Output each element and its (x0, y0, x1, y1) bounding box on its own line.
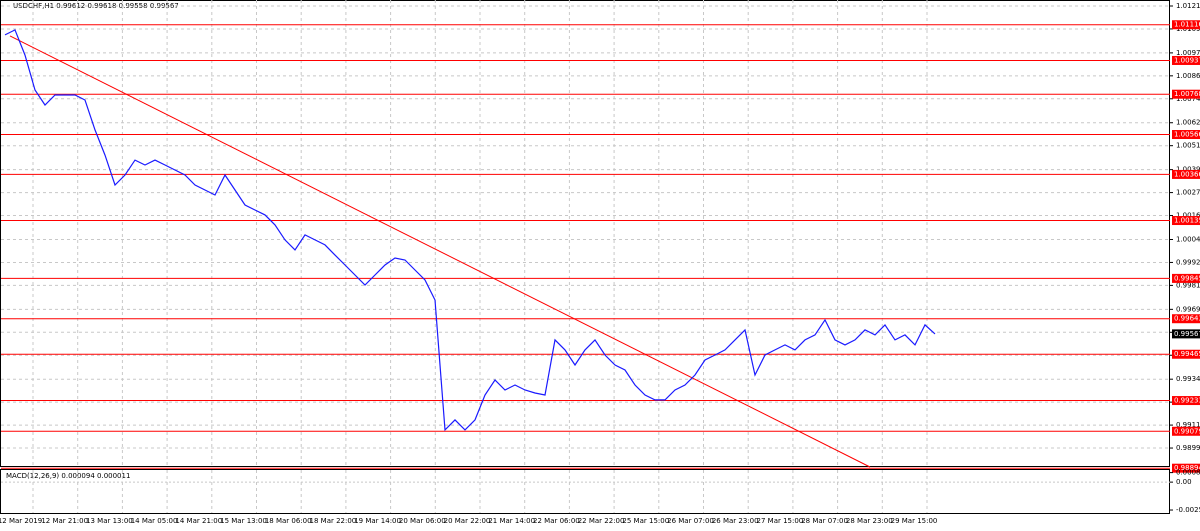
macd-title: MACD(12,26,9) 0.000094 0.000011 (6, 472, 130, 480)
y-tick-label: 1.00390 (1176, 166, 1200, 174)
level-box (1172, 396, 1200, 406)
level-box (1172, 349, 1200, 359)
x-tick-label: 15 Mar 13:00 (220, 517, 267, 525)
level-box (1172, 20, 1200, 30)
x-tick-label: 25 Mar 15:00 (622, 517, 669, 525)
macd-tick-label: 0.000864 (1176, 469, 1200, 477)
level-label: 1.00768 (1174, 90, 1200, 98)
x-tick-label: 28 Mar 23:00 (846, 517, 893, 525)
x-tick-label: 14 Mar 05:00 (131, 517, 178, 525)
price-line (4, 29, 936, 432)
main-panel (0, 0, 1170, 467)
y-tick-label: 1.00745 (1176, 95, 1200, 103)
level-label: 0.99465 (1174, 350, 1200, 358)
x-tick-label: 29 Mar 15:00 (891, 517, 938, 525)
y-tick-label: 1.00975 (1176, 49, 1200, 57)
x-tick-label: 20 Mar 06:00 (399, 517, 446, 525)
y-tick-label: 0.98995 (1176, 444, 1200, 452)
x-tick-label: 18 Mar 22:00 (310, 517, 357, 525)
level-label: 0.99233 (1174, 397, 1200, 405)
level-box (1172, 216, 1200, 226)
x-tick-label: 27 Mar 15:00 (757, 517, 804, 525)
y-tick-label: 1.01210 (1176, 2, 1200, 10)
level-box (1172, 169, 1200, 179)
current-price-label: 0.99567 (1174, 330, 1200, 338)
level-label: 1.01116 (1174, 21, 1200, 29)
level-box (1172, 273, 1200, 283)
macd-panel (0, 469, 1170, 514)
level-box (1172, 130, 1200, 140)
x-tick-label: 18 Mar 06:00 (265, 517, 312, 525)
level-label: 1.00366 (1174, 170, 1200, 178)
x-tick-label: 19 Mar 14:00 (354, 517, 401, 525)
x-tick-label: 22 Mar 06:00 (533, 517, 580, 525)
y-tick-label: 0.99925 (1176, 258, 1200, 266)
x-tick-label: 14 Mar 21:00 (175, 517, 222, 525)
level-label: 1.00566 (1174, 131, 1200, 139)
level-box (1172, 55, 1200, 65)
x-tick-label: 22 Mar 22:00 (578, 517, 625, 525)
level-label: 0.99079 (1174, 427, 1200, 435)
x-tick-label: 20 Mar 22:00 (444, 517, 491, 525)
chart-title: USDCHF,H1 0.99612 0.99618 0.99558 0.9956… (13, 2, 179, 10)
x-tick-label: 26 Mar 23:00 (712, 517, 759, 525)
y-tick-label: 1.00160 (1176, 212, 1200, 220)
y-tick-label: 1.00860 (1176, 72, 1200, 80)
level-box (1172, 89, 1200, 99)
level-box (1172, 463, 1200, 473)
y-tick-label: 1.00510 (1176, 142, 1200, 150)
x-tick-label: 21 Mar 14:00 (488, 517, 535, 525)
x-tick-label: 12 Mar 2019 (0, 517, 42, 525)
level-label: 1.00135 (1174, 217, 1200, 225)
level-label: 0.99845 (1174, 274, 1200, 282)
y-tick-label: 1.00275 (1176, 189, 1200, 197)
y-tick-label: 1.00625 (1176, 119, 1200, 127)
x-tick-label: 13 Mar 13:00 (86, 517, 133, 525)
x-tick-label: 12 Mar 21:00 (41, 517, 88, 525)
level-label: 0.99643 (1174, 315, 1200, 323)
current-price-box (1172, 329, 1200, 339)
trendline (9, 35, 871, 468)
macd-tick-label: -0.00253 (1176, 506, 1200, 514)
macd-tick-label: 0.00 (1176, 478, 1192, 486)
level-label: 0.98894 (1174, 464, 1200, 472)
level-box (1172, 314, 1200, 324)
x-tick-label: 28 Mar 07:00 (801, 517, 848, 525)
x-tick-label: 26 Mar 07:00 (667, 517, 714, 525)
level-label: 1.00937 (1174, 56, 1200, 64)
level-box (1172, 426, 1200, 436)
